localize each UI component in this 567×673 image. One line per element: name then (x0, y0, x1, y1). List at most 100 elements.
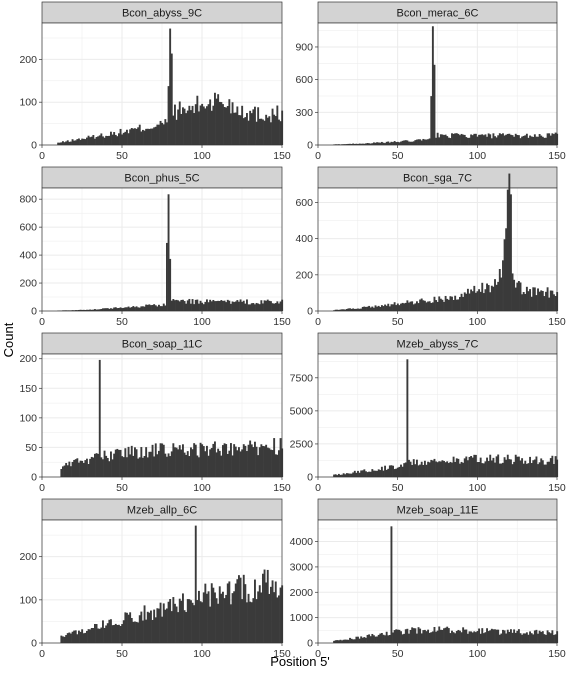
histogram-bar (110, 451, 112, 477)
histogram-bar (118, 133, 120, 145)
histogram-bar (500, 277, 503, 311)
histogram-bar (97, 309, 100, 311)
histogram-bar (170, 611, 173, 643)
histogram-bar (252, 447, 255, 477)
histogram-bar (502, 133, 504, 145)
histogram-bar (548, 133, 551, 145)
histogram-bar (447, 299, 450, 311)
histogram-bar (433, 458, 436, 477)
histogram-bar (454, 133, 457, 145)
histogram-bar (73, 310, 76, 311)
histogram-bar (374, 305, 377, 311)
histogram-bar (249, 110, 252, 145)
histogram-bar (409, 629, 412, 643)
histogram-bar (502, 260, 504, 311)
y-tick-label: 300 (295, 107, 313, 119)
histogram-bar (357, 308, 359, 311)
histogram-bar (336, 640, 339, 643)
histogram-bar (538, 134, 541, 145)
histogram-bar (209, 99, 212, 145)
histogram-bar (468, 137, 471, 145)
x-tick-label: 0 (39, 316, 45, 328)
histogram-bar (482, 633, 485, 643)
x-tick-label: 150 (548, 648, 566, 660)
histogram-bar (145, 128, 148, 145)
histogram-bar (404, 629, 407, 643)
histogram-bar (278, 119, 280, 145)
y-tick-label: 1000 (290, 612, 314, 624)
histogram-bar (533, 287, 536, 311)
histogram-bar (532, 287, 535, 311)
histogram-bar (106, 623, 109, 643)
histogram-bar (188, 599, 191, 643)
histogram-bar (113, 132, 116, 145)
histogram-bar (249, 304, 252, 311)
histogram-bar (497, 454, 500, 477)
x-tick-label: 150 (273, 482, 291, 494)
histogram-bar (236, 300, 239, 311)
histogram-bar (143, 130, 146, 145)
histogram-bar (511, 135, 514, 145)
histogram-bar (278, 595, 280, 643)
histogram-bar (353, 639, 356, 643)
histogram-bar (70, 141, 72, 145)
histogram-bar (489, 292, 492, 311)
histogram-bar (175, 299, 178, 311)
histogram-bar (233, 302, 236, 311)
histogram-bar (380, 632, 383, 643)
histogram-bar (390, 304, 393, 311)
histogram-bar (258, 447, 261, 477)
histogram-bar (537, 633, 539, 643)
histogram-bar (185, 303, 188, 311)
histogram-bar (497, 629, 500, 643)
histogram-bar (436, 132, 439, 145)
histogram-bar (463, 629, 466, 643)
histogram-bar (487, 285, 490, 311)
histogram-bar (180, 449, 183, 477)
histogram-bar (452, 133, 455, 145)
histogram-bar (406, 140, 409, 145)
histogram-bar (239, 451, 242, 477)
histogram-bar (260, 118, 263, 145)
histogram-bar (105, 308, 108, 311)
histogram-bar (268, 300, 271, 311)
histogram-bar (347, 143, 350, 145)
histogram-bar (371, 633, 374, 643)
histogram-bar (226, 106, 229, 145)
histogram-bar (242, 118, 245, 145)
x-tick-label: 100 (469, 482, 487, 494)
histogram-bar (174, 300, 176, 311)
y-tick-label: 150 (19, 383, 37, 395)
histogram-bar (363, 143, 366, 145)
histogram-bar (452, 632, 455, 643)
histogram-bar (474, 454, 477, 477)
histogram-bar (452, 300, 455, 311)
histogram-bar (471, 291, 474, 311)
histogram-bar (527, 463, 530, 477)
histogram-bar (95, 624, 98, 643)
histogram-bar (530, 463, 533, 477)
histogram-bar (150, 451, 152, 477)
histogram-bar (239, 299, 242, 311)
histogram-bar (255, 302, 258, 311)
histogram-bar (465, 456, 468, 477)
histogram-bar (60, 142, 63, 145)
histogram-bar (500, 463, 503, 477)
histogram-bar (411, 464, 414, 477)
histogram-bar (265, 444, 268, 477)
histogram-bar (401, 302, 404, 311)
histogram-bar (395, 142, 398, 145)
histogram-bar (156, 608, 159, 643)
histogram-bar (257, 591, 260, 643)
histogram-bar (62, 636, 64, 643)
histogram-bar (65, 463, 68, 477)
histogram-bar (246, 299, 248, 311)
histogram-bar (537, 288, 539, 311)
histogram-bar (186, 300, 189, 311)
histogram-bar (530, 296, 533, 311)
histogram-bar (422, 630, 425, 643)
histogram-bar (482, 293, 485, 311)
histogram-bar (436, 301, 439, 311)
histogram-bar (254, 579, 256, 643)
histogram-bar (98, 628, 101, 643)
